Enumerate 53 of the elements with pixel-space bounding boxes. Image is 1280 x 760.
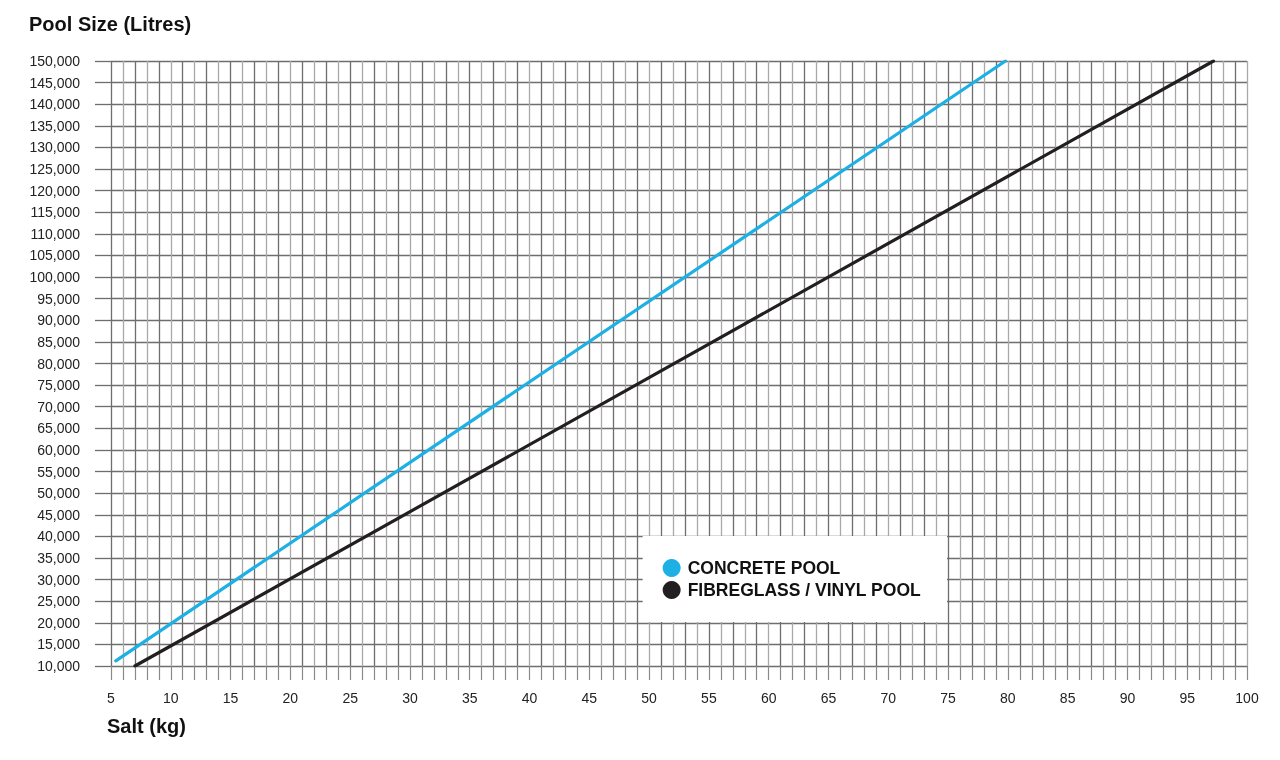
y-tick-label: 70,000 [37, 398, 81, 415]
legend-label: FIBREGLASS / VINYL POOL [687, 580, 921, 600]
y-tick-label: 130,000 [29, 139, 81, 156]
legend-label: CONCRETE POOL [687, 558, 841, 578]
y-tick-label: 65,000 [37, 420, 81, 437]
y-tick-label: 40,000 [37, 528, 81, 545]
y-tick-label: 150,000 [29, 53, 81, 69]
y-tick-label: 115,000 [30, 204, 81, 221]
y-tick-label: 20,000 [37, 614, 81, 631]
x-tick-label: 100 [1235, 690, 1259, 706]
y-tick-label: 100,000 [29, 269, 81, 286]
x-tick-label: 20 [282, 690, 299, 706]
x-tick-label: 5 [107, 690, 116, 706]
y-axis-title: Pool Size (Litres) [29, 13, 192, 35]
y-tick-label: 50,000 [37, 485, 81, 502]
x-tick-label: 25 [342, 690, 359, 706]
x-tick-label: 75 [940, 690, 957, 706]
x-axis-title: Salt (kg) [107, 715, 186, 737]
y-tick-label: 10,000 [37, 658, 81, 674]
y-tick-label: 125,000 [29, 161, 81, 178]
y-tick-label: 105,000 [29, 247, 81, 264]
y-tick-label: 55,000 [37, 463, 81, 480]
y-tick-label: 135,000 [29, 117, 81, 134]
y-tick-label: 45,000 [37, 506, 81, 523]
x-tick-label: 35 [461, 690, 478, 706]
y-tick-label: 110,000 [30, 225, 81, 242]
x-tick-label: 90 [1119, 690, 1136, 706]
x-tick-label: 55 [701, 690, 717, 706]
y-tick-label: 35,000 [37, 549, 81, 566]
x-tick-label: 40 [521, 690, 538, 706]
y-tick-label: 15,000 [37, 636, 81, 653]
y-tick-label: 85,000 [37, 333, 81, 350]
x-tick-label: 50 [641, 690, 658, 706]
x-tick-label: 95 [1179, 690, 1196, 706]
y-tick-label: 140,000 [29, 96, 81, 113]
x-tick-label: 85 [1059, 690, 1076, 706]
y-tick-label: 80,000 [37, 355, 81, 372]
x-tick-label: 10 [163, 690, 179, 706]
y-tick-label: 30,000 [37, 571, 81, 588]
x-tick-label: 60 [760, 690, 777, 706]
y-tick-label: 25,000 [37, 593, 81, 610]
x-tick-label: 30 [402, 690, 418, 706]
y-tick-label: 145,000 [29, 74, 81, 91]
y-tick-label: 120,000 [29, 182, 81, 199]
x-tick-label: 70 [880, 690, 897, 706]
y-tick-label: 75,000 [37, 377, 81, 394]
y-tick-label: 90,000 [37, 312, 81, 329]
y-tick-label: 95,000 [37, 290, 81, 307]
x-tick-label: 15 [222, 690, 239, 706]
y-tick-label: 60,000 [37, 441, 81, 458]
x-tick-label: 65 [820, 690, 837, 706]
x-tick-label: 45 [581, 690, 598, 706]
x-tick-label: 80 [1000, 690, 1016, 706]
